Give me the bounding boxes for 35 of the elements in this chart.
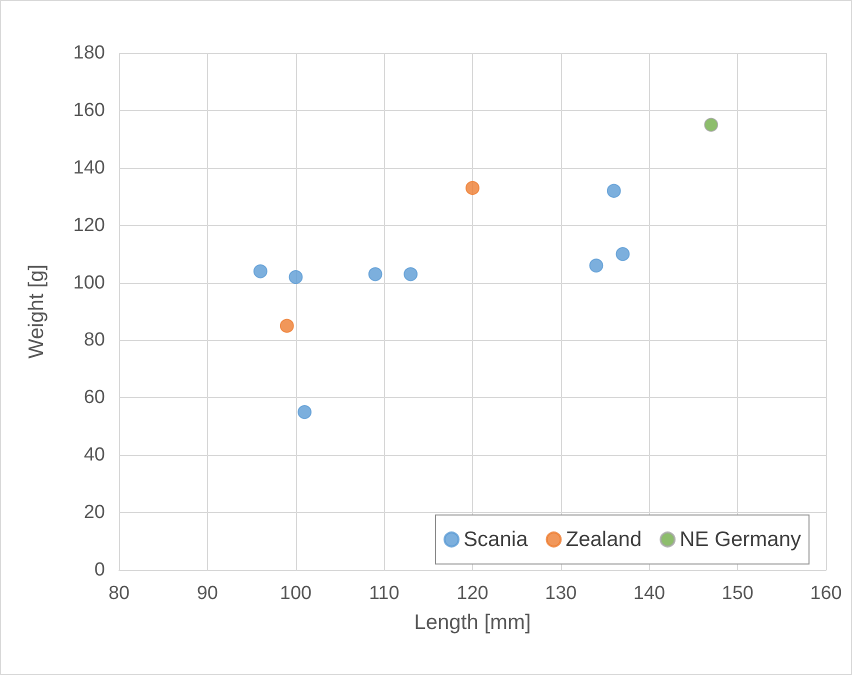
x-tick-label: 100 [280,583,312,604]
legend-label: Scania [464,528,528,551]
x-tick-label: 80 [108,583,130,604]
x-axis-title: Length [mm] [414,611,531,634]
point [253,264,268,278]
point [466,180,480,195]
point [288,270,303,284]
x-tick-label: 110 [368,583,400,604]
y-tick-label: 20 [84,502,105,524]
x-tick-label: 130 [545,583,577,604]
point [404,267,418,282]
point [704,118,718,132]
point [616,247,630,262]
y-axis-title: Weight [g] [25,264,48,359]
y-tick-label: 180 [73,42,105,64]
x-tick-label: 120 [456,583,488,604]
y-tick-label: 120 [73,214,105,236]
point [298,405,312,420]
y-tick-label: 140 [73,157,105,178]
y-tick-label: 100 [73,272,105,294]
x-tick-label: 160 [810,583,842,604]
point [589,258,604,273]
point [280,318,294,333]
y-tick-label: 160 [73,100,105,121]
y-tick-label: 0 [94,560,105,580]
point [606,184,621,198]
y-tick-label: 80 [84,330,105,351]
legend-label: NE Germany [680,528,802,551]
y-tick-label: 40 [84,444,105,466]
x-tick-label: 90 [196,583,218,604]
x-tick-label: 150 [722,583,754,604]
x-tick-label: 140 [633,583,666,604]
point [368,267,382,282]
legend-label: Zealand [566,528,642,551]
y-tick-label: 60 [84,387,105,408]
